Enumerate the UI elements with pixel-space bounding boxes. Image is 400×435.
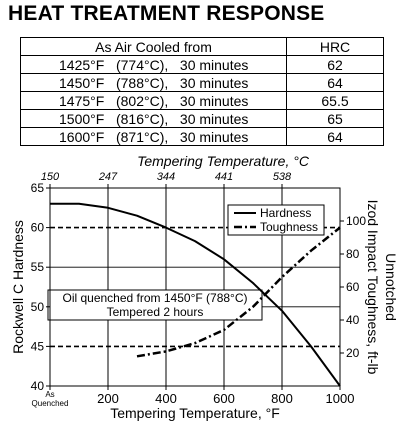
x-tick-label: 1000 xyxy=(326,391,355,406)
legend-label-toughness: Toughness xyxy=(260,220,318,234)
table-row: 1475°F (802°C), 30 minutes 65.5 xyxy=(20,91,384,110)
y-tick-label: 50 xyxy=(31,300,45,314)
y-tick-label: 65 xyxy=(31,181,45,195)
x-tick-label: 200 xyxy=(97,391,119,406)
annotation-line-2: Tempered 2 hours xyxy=(107,305,204,319)
x2-tick-label: 150 xyxy=(41,171,60,183)
table-header-row: As Air Cooled from HRC xyxy=(20,37,384,56)
y2-tick-label: 100 xyxy=(346,214,366,228)
x2-axis-label: Tempering Temperature, °C xyxy=(137,153,310,169)
x2-tick-label: 344 xyxy=(157,171,175,183)
tick-labels: 200 400 600 800 1000 150 247 344 441 538 40 45 50 55 6… xyxy=(31,171,367,406)
y2-tick-label: 20 xyxy=(346,346,360,360)
x2-tick-label: 441 xyxy=(215,171,233,183)
y-tick-label: 55 xyxy=(31,260,45,274)
axis-labels: Tempering Temperature, °F Tempering Temp… xyxy=(10,153,399,421)
table-cell-condition: 1500°F (816°C), 30 minutes xyxy=(20,109,287,128)
x2-tick-label: 538 xyxy=(273,171,292,183)
series-line-hardness xyxy=(50,202,341,387)
table-row: 1500°F (816°C), 30 minutes 65 xyxy=(20,109,384,128)
y-axis-label: Rockwell C Hardness xyxy=(10,220,26,354)
x-tick-label-as: As xyxy=(45,390,54,399)
table-row: 1425°F (774°C), 30 minutes 62 xyxy=(20,55,384,74)
y2-axis-label-line2: Izod Impact Toughness, ft-lb xyxy=(365,200,381,375)
y2-tick-label: 40 xyxy=(346,313,360,327)
y2-tick-label: 80 xyxy=(346,247,360,261)
x-tick-label: 400 xyxy=(155,391,177,406)
y2-tick-label: 60 xyxy=(346,280,360,294)
table-cell-condition: 1600°F (871°C), 30 minutes xyxy=(20,127,287,146)
x-tick-label: 800 xyxy=(271,391,293,406)
table-cell-condition: 1425°F (774°C), 30 minutes xyxy=(20,55,287,74)
x-axis-label: Tempering Temperature, °F xyxy=(110,405,280,421)
y-tick-label: 40 xyxy=(31,379,45,393)
table-cell-hrc: 65.5 xyxy=(286,91,384,110)
y2-axis-label-line1: Unnotched xyxy=(383,253,399,321)
annotation-box: Oil quenched from 1450°F (788°C) Tempere… xyxy=(47,289,263,321)
table-cell-condition: 1475°F (802°C), 30 minutes xyxy=(20,91,287,110)
legend-label-hardness: Hardness xyxy=(260,206,311,220)
column-header-hrc: HRC xyxy=(286,37,384,56)
table-cell-hrc: 64 xyxy=(286,73,384,92)
table-cell-hrc: 64 xyxy=(286,127,384,146)
y-tick-label: 60 xyxy=(31,221,45,235)
table-row: 1600°F (871°C), 30 minutes 64 xyxy=(20,127,384,146)
x-tick-label: 600 xyxy=(213,391,235,406)
legend: Hardness Toughness xyxy=(227,204,325,236)
x-tick-label-quenched: Quenched xyxy=(32,399,69,408)
x2-tick-label: 247 xyxy=(98,171,118,183)
annotation-line-1: Oil quenched from 1450°F (788°C) xyxy=(62,291,247,305)
series-line-toughness xyxy=(136,226,341,358)
y-tick-label: 45 xyxy=(31,339,45,353)
series-lines xyxy=(50,202,341,387)
page-title: HEAT TREATMENT RESPONSE xyxy=(8,2,325,25)
heat-treatment-table: As Air Cooled from HRC 1425°F (774°C), 3… xyxy=(20,37,384,146)
